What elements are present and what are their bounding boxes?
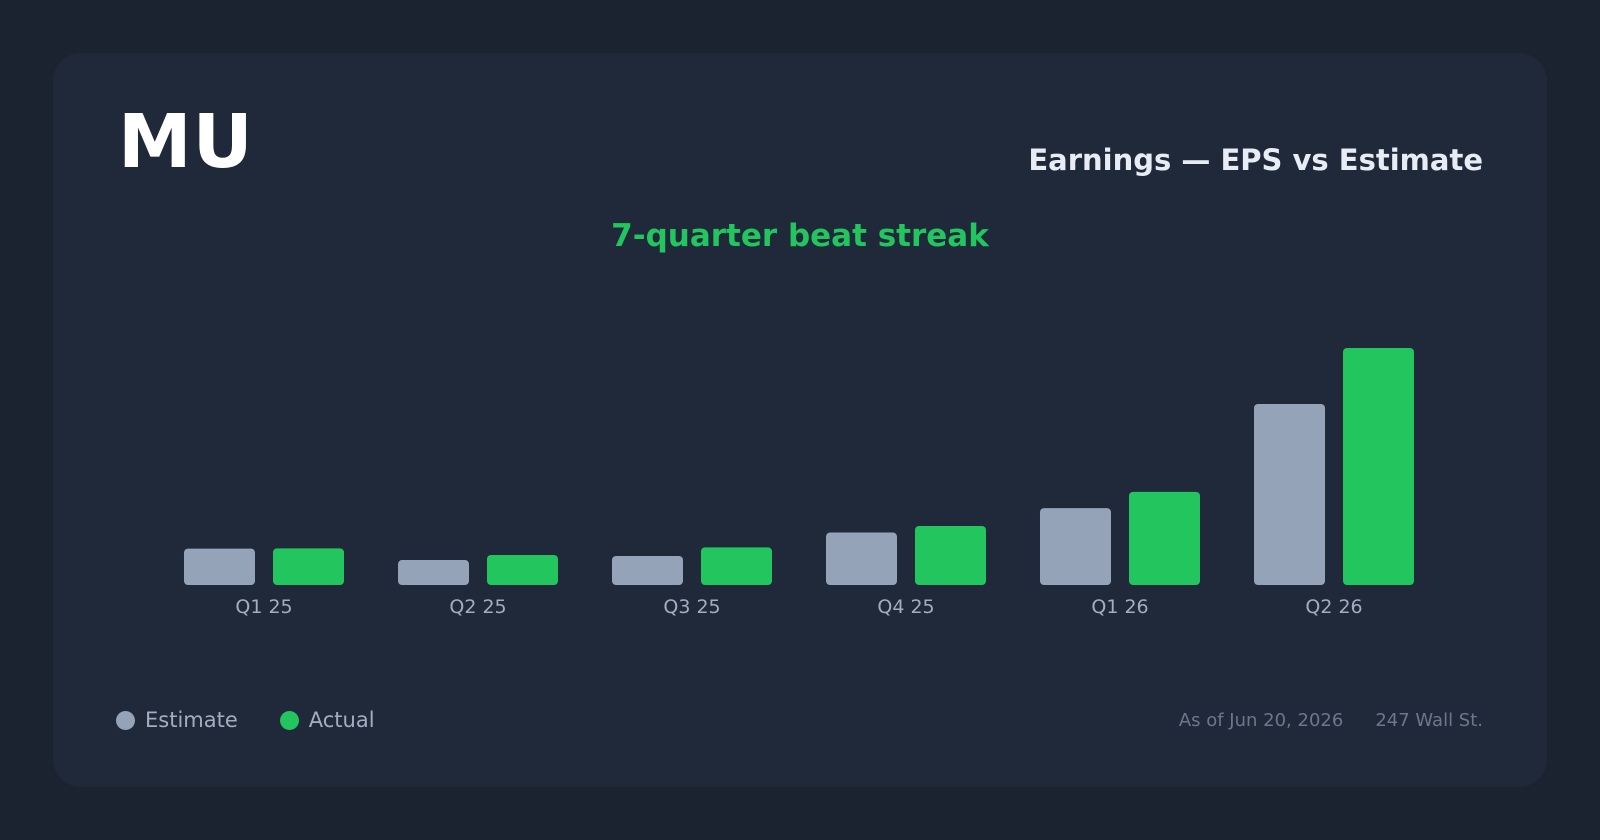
x-tick-label-q4-25: Q4 25	[877, 596, 934, 618]
bar-actual-q2-26	[1343, 348, 1414, 585]
bar-estimate-q4-25	[826, 532, 897, 585]
as-of-date: As of Jun 20, 2026	[1178, 710, 1344, 731]
source-label: 247 Wall St.	[1375, 710, 1483, 731]
bar-estimate-q1-26	[1040, 508, 1111, 585]
legend: Estimate Actual	[116, 708, 417, 732]
bar-estimate-q2-26	[1254, 404, 1325, 585]
x-tick-label-q2-26: Q2 26	[1305, 596, 1362, 618]
legend-label-estimate: Estimate	[145, 708, 238, 732]
legend-item-estimate: Estimate	[116, 708, 238, 732]
bar-chart: Q1 25 Q2 25 Q3 25 Q4 25 Q1 26 Q2 26	[184, 348, 1414, 618]
footer: As of Jun 20, 2026 247 Wall St.	[1179, 710, 1483, 731]
bar-actual-q1-26	[1129, 491, 1200, 585]
chart-card: MU Earnings — EPS vs Estimate 7-quarter …	[53, 53, 1547, 787]
bar-estimate-q2-25	[398, 560, 469, 585]
beat-streak-subtitle: 7-quarter beat streak	[611, 218, 989, 254]
x-tick-label-q3-25: Q3 25	[663, 596, 720, 618]
x-tick-label-q1-25: Q1 25	[235, 596, 292, 618]
legend-item-actual: Actual	[279, 708, 375, 732]
bar-actual-q2-25	[487, 554, 558, 585]
legend-swatch-actual	[279, 710, 299, 730]
chart-title: Earnings — EPS vs Estimate	[1028, 143, 1483, 177]
bar-actual-q3-25	[701, 547, 772, 585]
bar-estimate-q3-25	[612, 555, 683, 585]
legend-swatch-estimate	[116, 710, 135, 730]
x-tick-label-q2-25: Q2 25	[449, 596, 506, 618]
x-tick-label-q1-26: Q1 26	[1091, 596, 1148, 618]
ticker-symbol: MU	[118, 99, 254, 185]
bar-actual-q1-25	[273, 548, 344, 585]
bar-actual-q4-25	[915, 525, 986, 585]
bar-estimate-q1-25	[184, 548, 255, 585]
legend-label-actual: Actual	[308, 708, 375, 732]
